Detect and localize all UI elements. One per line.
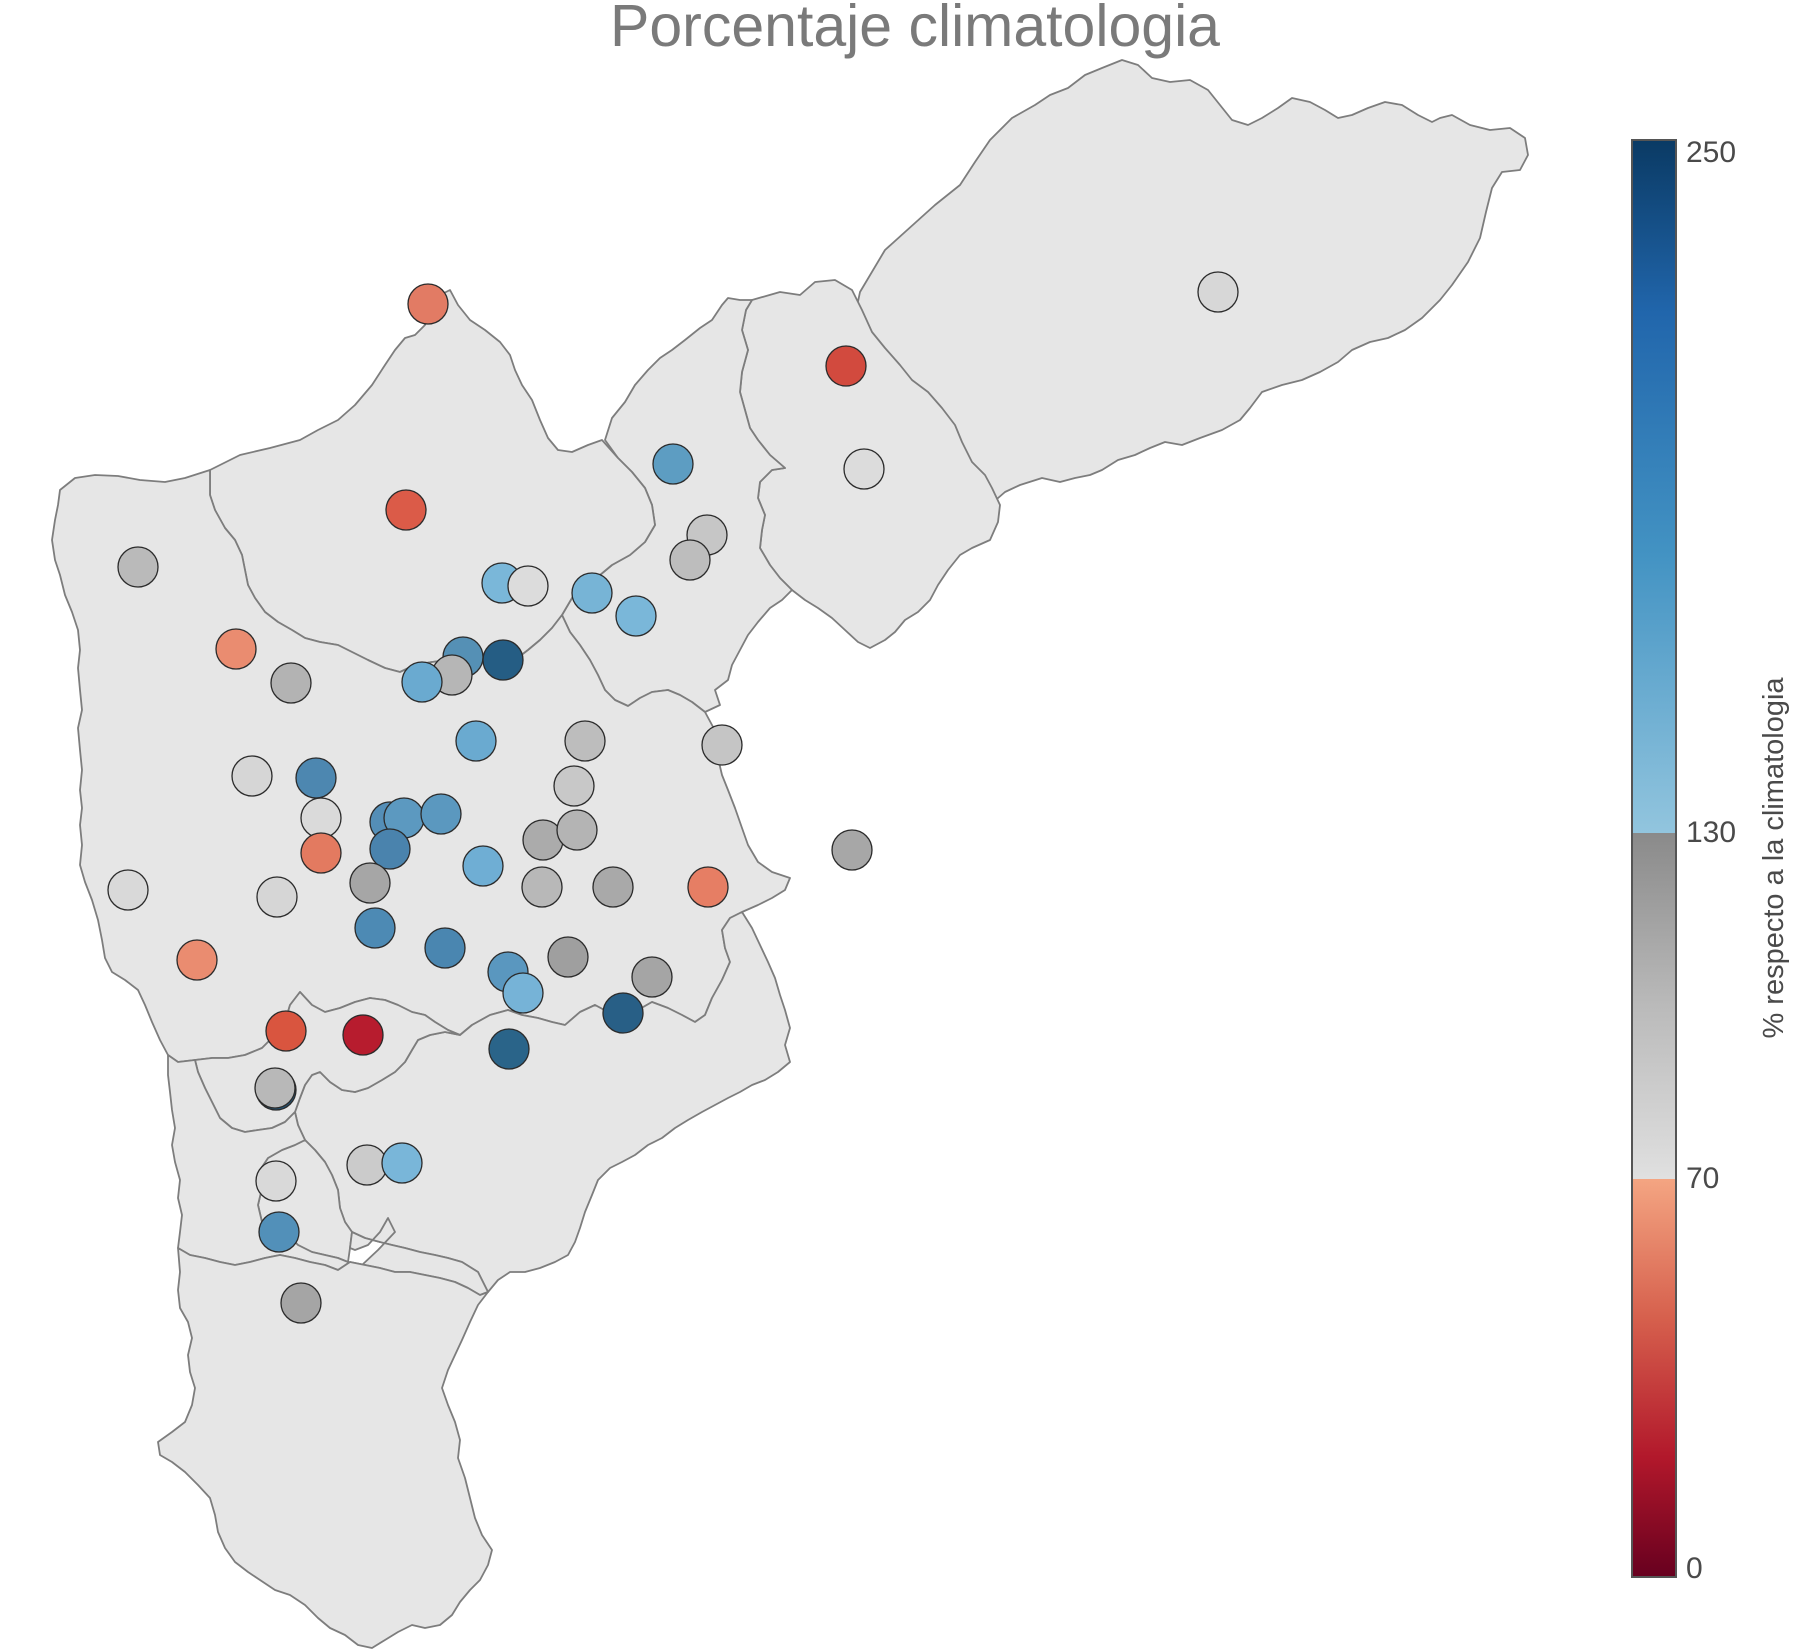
station-marker bbox=[553, 765, 595, 807]
station-marker bbox=[687, 866, 729, 908]
station-marker bbox=[843, 448, 885, 490]
station-marker bbox=[381, 1142, 423, 1184]
colorbar-band-low bbox=[1632, 1179, 1676, 1577]
station-marker bbox=[255, 1160, 297, 1202]
station-marker bbox=[701, 724, 743, 766]
station-marker bbox=[369, 828, 411, 870]
station-marker bbox=[1197, 271, 1239, 313]
station-marker bbox=[424, 927, 466, 969]
colorbar: 250 130 70 0 % respecto a la climatologi… bbox=[1631, 136, 1790, 1585]
station-marker bbox=[176, 939, 218, 981]
station-marker bbox=[455, 720, 497, 762]
station-marker bbox=[258, 1211, 300, 1253]
station-marker bbox=[831, 829, 873, 871]
region-northeast bbox=[851, 59, 1529, 506]
station-marker bbox=[669, 539, 711, 581]
station-marker bbox=[215, 628, 257, 670]
station-marker bbox=[482, 639, 524, 681]
region-far-south bbox=[157, 1247, 493, 1649]
station-marker bbox=[592, 866, 634, 908]
station-marker bbox=[346, 1144, 388, 1186]
station-marker bbox=[265, 1010, 307, 1052]
station-marker bbox=[300, 832, 342, 874]
station-marker bbox=[300, 797, 342, 839]
station-markers bbox=[107, 271, 1239, 1324]
station-marker bbox=[521, 866, 563, 908]
station-marker bbox=[420, 793, 462, 835]
colorbar-tick-label: 70 bbox=[1686, 1162, 1719, 1195]
colorbar-tick-label: 0 bbox=[1686, 1552, 1703, 1585]
station-marker bbox=[556, 809, 598, 851]
station-marker bbox=[571, 572, 613, 614]
station-marker bbox=[488, 1028, 530, 1070]
station-marker bbox=[602, 992, 644, 1034]
colorbar-band-mid bbox=[1632, 833, 1676, 1179]
station-marker bbox=[652, 443, 694, 485]
station-marker bbox=[502, 972, 544, 1014]
station-marker bbox=[401, 661, 443, 703]
station-marker bbox=[256, 876, 298, 918]
station-marker bbox=[507, 565, 549, 607]
station-marker bbox=[117, 546, 159, 588]
station-marker bbox=[107, 869, 149, 911]
station-marker bbox=[547, 936, 589, 978]
station-marker bbox=[631, 956, 673, 998]
station-marker bbox=[295, 757, 337, 799]
colorbar-tick-label: 130 bbox=[1686, 816, 1736, 849]
colorbar-tick-label: 250 bbox=[1686, 136, 1736, 169]
station-marker bbox=[349, 862, 391, 904]
colorbar-band-high bbox=[1632, 140, 1676, 833]
colorbar-frame bbox=[1631, 139, 1677, 1578]
station-marker bbox=[342, 1014, 384, 1056]
colorbar-title: % respecto a la climatologia bbox=[1758, 677, 1790, 1039]
map-title: Porcentaje climatologia bbox=[610, 0, 1220, 59]
station-marker bbox=[825, 345, 867, 387]
station-marker bbox=[615, 595, 657, 637]
basin-regions bbox=[51, 59, 1529, 1649]
station-marker bbox=[564, 720, 606, 762]
station-marker bbox=[354, 907, 396, 949]
station-marker bbox=[231, 755, 273, 797]
station-marker bbox=[462, 845, 504, 887]
station-marker bbox=[254, 1067, 296, 1109]
station-marker bbox=[385, 489, 427, 531]
station-marker bbox=[280, 1282, 322, 1324]
station-marker bbox=[407, 283, 449, 325]
station-marker bbox=[270, 662, 312, 704]
